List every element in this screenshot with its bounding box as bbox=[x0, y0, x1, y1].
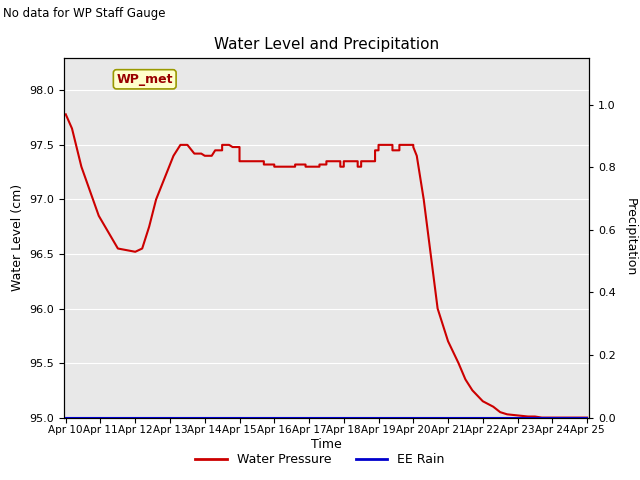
Legend: Water Pressure, EE Rain: Water Pressure, EE Rain bbox=[190, 448, 450, 471]
Text: No data for WP Staff Gauge: No data for WP Staff Gauge bbox=[3, 7, 166, 20]
Y-axis label: Precipitation: Precipitation bbox=[623, 198, 636, 277]
Y-axis label: Water Level (cm): Water Level (cm) bbox=[11, 184, 24, 291]
Text: WP_met: WP_met bbox=[116, 73, 173, 86]
X-axis label: Time: Time bbox=[311, 438, 342, 451]
Title: Water Level and Precipitation: Water Level and Precipitation bbox=[214, 37, 439, 52]
